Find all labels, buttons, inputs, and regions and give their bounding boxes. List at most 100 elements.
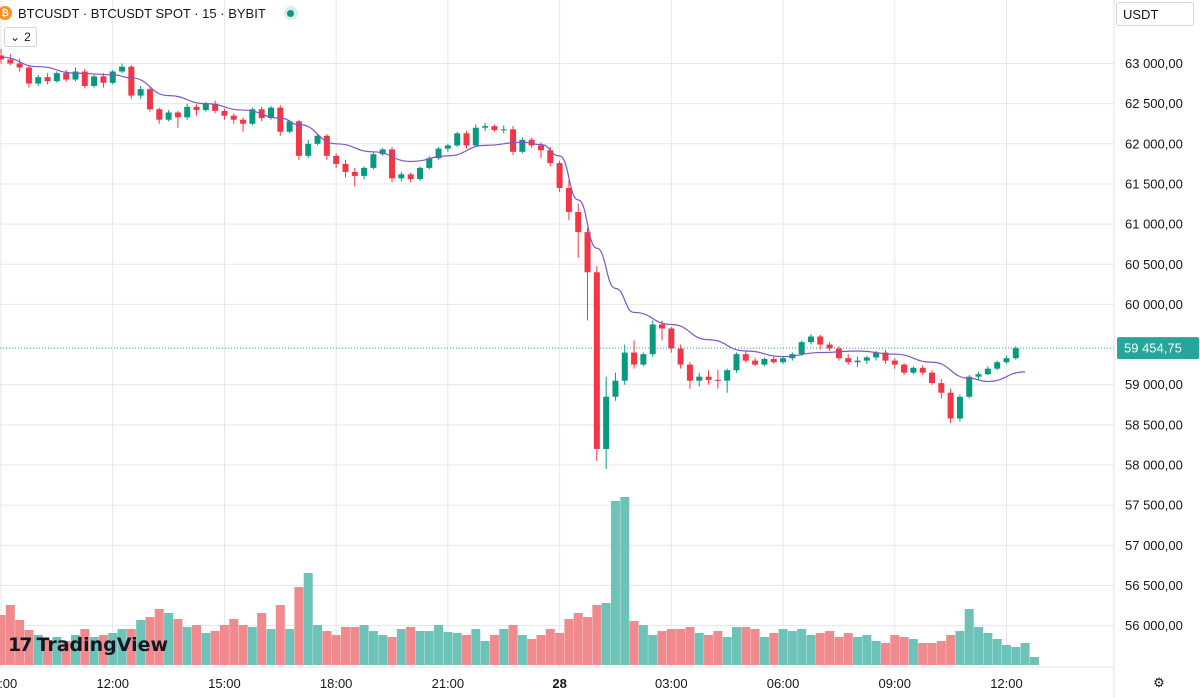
candle-body [137,89,144,96]
candle-body [7,59,14,64]
candle-body [53,73,60,82]
candle-body [966,376,973,397]
candle [724,368,731,393]
volume-bar [853,637,863,665]
candle [752,358,759,367]
candle-body [696,376,703,381]
live-dot-icon [283,6,298,20]
volume-bar [676,629,686,665]
candle-body [370,154,377,168]
candle [444,143,451,152]
settings-icon[interactable]: ⚙ [1153,675,1165,690]
volume-bar [350,627,360,665]
volume-bar [5,605,15,665]
candle [668,326,675,353]
volume-bar [266,629,276,665]
y-tick-label: 58 500,00 [1125,417,1183,432]
candle-body [482,126,489,128]
candle-body [947,392,954,419]
volume-bar [517,635,527,665]
candle-body [323,135,330,156]
candle [705,370,712,385]
candle-body [649,324,656,355]
last-price-tag: 59 454,75 [1117,337,1199,360]
price-axis[interactable]: 63 000,00 62 500,00 62 000,00 61 500,00 61 0… [1125,56,1183,633]
candle-body [807,336,814,343]
indicators-count: 2 [24,30,31,44]
candle [975,371,982,380]
volume-bar [974,627,984,665]
time-axis[interactable]: 09:00 12:00 15:00 18:00 21:00 28 03:00 06:00 09:… [0,676,1023,691]
volume-bar [52,637,62,665]
candle-body [984,368,991,375]
candle [221,108,228,120]
candle-body [500,129,507,131]
volume-bar [154,609,164,665]
candle [612,372,619,401]
x-tick-label: 09:00 [0,676,17,691]
candle [416,166,423,181]
candle-body [333,155,340,164]
volume-bar [620,497,630,665]
volume-bar [98,635,108,665]
candle-body [631,352,638,365]
candle [491,124,498,132]
candle-body [835,348,842,359]
candle [621,344,628,385]
candle [603,376,610,470]
candle [593,265,600,461]
x-tick-label: 09:00 [878,676,911,691]
volume-bar [164,613,174,665]
candle [314,134,321,146]
y-tick-label: 62 500,00 [1125,96,1183,111]
volume-bar [704,635,714,665]
candle [351,167,358,187]
candle-body [612,380,619,397]
y-tick-label: 57 500,00 [1125,498,1183,513]
candle-body [677,348,684,365]
tradingview-logo[interactable]: 17 TradingView [8,634,168,656]
candle [91,74,98,88]
volume-bar [331,635,341,665]
candle-body [128,66,135,96]
x-tick-label: 21:00 [432,676,465,691]
volume-bar [192,625,202,665]
candle [929,370,935,385]
volume-bar [210,631,220,665]
candle [686,362,693,389]
chevron-down-icon: ⌄ [10,30,21,44]
candle [35,74,42,86]
y-tick-label: 56 500,00 [1125,578,1183,593]
candle [212,100,219,114]
symbol-header[interactable]: ₿ BTCUSDT · BTCUSDT SPOT · 15 · BYBIT [0,0,298,26]
candle-body [780,358,787,363]
candle-body [444,145,451,149]
candle-body [184,106,191,118]
symbol-title[interactable]: BTCUSDT · BTCUSDT SPOT · 15 · BYBIT [18,5,266,21]
candle-body [919,367,926,373]
candle [454,131,461,148]
indicators-toggle[interactable]: ⌄ 2 [4,27,37,47]
candle [398,171,405,182]
candle-body [286,121,293,132]
volume-bar [1020,643,1030,665]
candle-body [761,359,768,365]
y-tick-label: 61 000,00 [1125,217,1183,232]
candle [966,375,973,399]
volume-bar [843,633,853,665]
candle-body [81,71,88,86]
currency-selector[interactable]: USDT [1116,2,1194,26]
volume-bar [117,629,127,665]
y-tick-label: 63 000,00 [1125,56,1183,71]
volume-bar [443,632,453,665]
candle [119,63,126,74]
candle [510,126,517,156]
volume-bar [741,627,751,665]
last-price-label: 59 454,75 [1124,341,1182,356]
candle-body [91,76,98,86]
volume-bar [219,625,229,665]
candle-body [63,73,70,80]
volume-bar [145,617,155,665]
candle [25,65,32,88]
